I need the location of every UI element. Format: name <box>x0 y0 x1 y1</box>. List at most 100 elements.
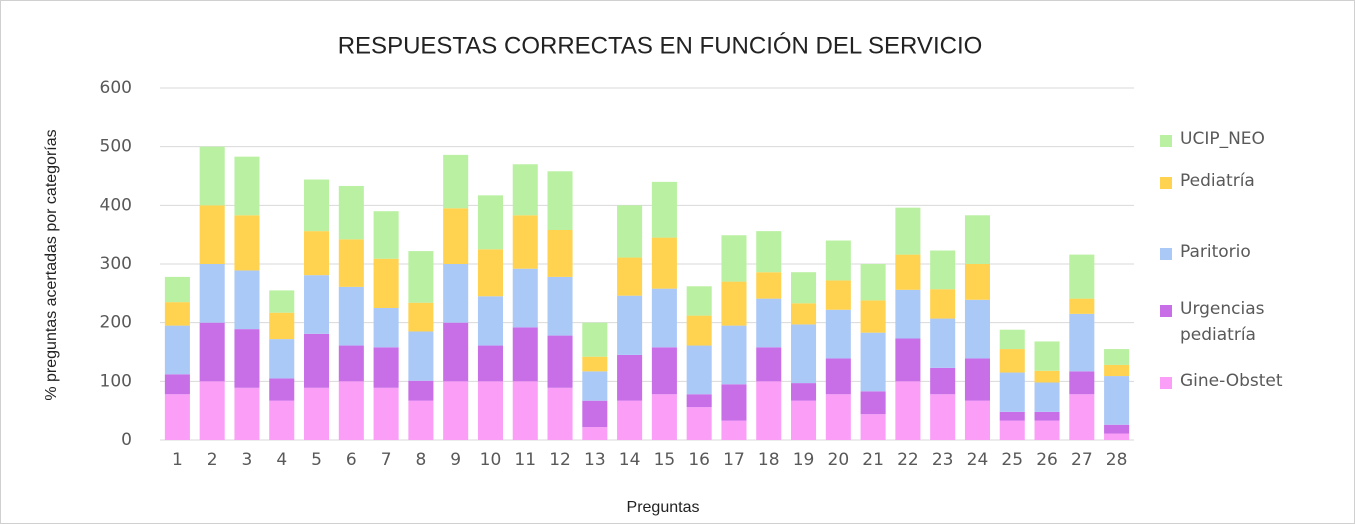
x-tick-label: 18 <box>758 450 780 470</box>
x-tick-label: 24 <box>967 450 989 470</box>
bar-segment <box>582 322 608 357</box>
bar-segment <box>477 296 503 346</box>
bar-segment <box>721 325 747 385</box>
bar-segment <box>547 387 573 440</box>
bar-segment <box>164 374 190 395</box>
x-tick-label: 15 <box>654 450 676 470</box>
bar-segment <box>338 185 364 240</box>
bar-segment <box>477 381 503 440</box>
legend-label: Gine-Obstet <box>1180 371 1283 391</box>
bar-segment <box>895 338 921 382</box>
bar-segment <box>617 205 643 258</box>
x-tick-label: 10 <box>480 450 502 470</box>
bar-segment <box>721 384 747 421</box>
x-tick-label: 25 <box>1001 450 1023 470</box>
bar-segment <box>1069 254 1095 299</box>
bar-segment <box>825 280 851 310</box>
x-tick-label: 20 <box>828 450 850 470</box>
bar-segment <box>686 407 712 440</box>
bar-segment <box>269 312 295 340</box>
chart-title: RESPUESTAS CORRECTAS EN FUNCIÓN DEL SERV… <box>338 32 983 59</box>
bar-segment <box>999 329 1025 350</box>
bar-segment <box>999 372 1025 412</box>
x-tick-label: 21 <box>862 450 884 470</box>
x-tick-label: 28 <box>1106 450 1128 470</box>
bar-segment <box>756 231 782 273</box>
bar-segment <box>443 264 469 323</box>
bar-segment <box>964 358 990 401</box>
y-tick-label: 200 <box>100 313 132 333</box>
bar-segment <box>443 208 469 264</box>
bar-segment <box>895 207 921 255</box>
bar-segment <box>895 254 921 290</box>
bar-segment <box>721 281 747 326</box>
x-tick-label: 13 <box>584 450 606 470</box>
bar-segment <box>1069 371 1095 395</box>
y-tick-label: 500 <box>100 137 132 157</box>
bar-segment <box>269 339 295 379</box>
bar-segment <box>582 400 608 428</box>
bar-segment <box>338 286 364 346</box>
bar-segment <box>617 257 643 296</box>
bar-segment <box>686 286 712 316</box>
bar-segment <box>477 249 503 297</box>
bar-segment <box>547 171 573 230</box>
x-tick-label: 6 <box>346 450 357 470</box>
bar-segment <box>1069 298 1095 314</box>
bar-segment <box>234 270 260 330</box>
bar-segment <box>930 367 956 395</box>
bar-segment <box>791 383 817 401</box>
x-tick-label: 11 <box>514 450 536 470</box>
bar-segment <box>791 272 817 304</box>
x-tick-label: 17 <box>723 450 745 470</box>
bar-segment <box>686 315 712 346</box>
bar-segment <box>651 394 677 440</box>
x-tick-label: 22 <box>897 450 919 470</box>
bar-segment <box>199 205 225 264</box>
bar-segment <box>1104 364 1130 377</box>
bar-segment <box>964 299 990 359</box>
bar-segment <box>338 345 364 382</box>
x-tick-label: 7 <box>381 450 392 470</box>
legend-swatch <box>1160 177 1172 189</box>
bar-segment <box>860 300 886 333</box>
x-tick-label: 1 <box>172 450 183 470</box>
bar-segment <box>895 381 921 440</box>
bar-segment <box>304 179 330 232</box>
bar-segment <box>304 275 330 334</box>
bar-segment <box>477 195 503 250</box>
bar-segment <box>304 231 330 276</box>
bar-segment <box>791 324 817 384</box>
legend-item: Urgencias pediatría <box>1160 299 1275 348</box>
bar-segment <box>860 391 886 415</box>
bar-segment <box>373 211 399 259</box>
bar-segment <box>756 272 782 299</box>
bar-segment <box>651 181 677 238</box>
x-tick-label: 12 <box>549 450 571 470</box>
bar-segment <box>512 381 538 440</box>
bar-segment <box>721 420 747 440</box>
bar-segment <box>164 276 190 303</box>
x-tick-label: 2 <box>207 450 218 470</box>
bar-segment <box>512 268 538 328</box>
bar-segment <box>791 303 817 325</box>
legend-label: Paritorio <box>1180 242 1251 262</box>
y-tick-label: 400 <box>100 195 132 215</box>
bar-segment <box>304 333 330 388</box>
bar-segment <box>1034 411 1060 421</box>
bar-segment <box>547 335 573 388</box>
bar-segment <box>756 381 782 440</box>
bar-segment <box>651 288 677 348</box>
bar-segment <box>964 400 990 440</box>
bar-segment <box>269 400 295 440</box>
legend-label: UCIP_NEO <box>1180 129 1265 149</box>
bar-segment <box>547 276 573 336</box>
bar-segment <box>860 264 886 301</box>
bar-segment <box>964 264 990 300</box>
bar-segment <box>686 394 712 408</box>
bar-segment <box>234 215 260 271</box>
bar-segment <box>164 325 190 375</box>
bar-segment <box>1104 424 1130 434</box>
bar-segment <box>373 308 399 348</box>
